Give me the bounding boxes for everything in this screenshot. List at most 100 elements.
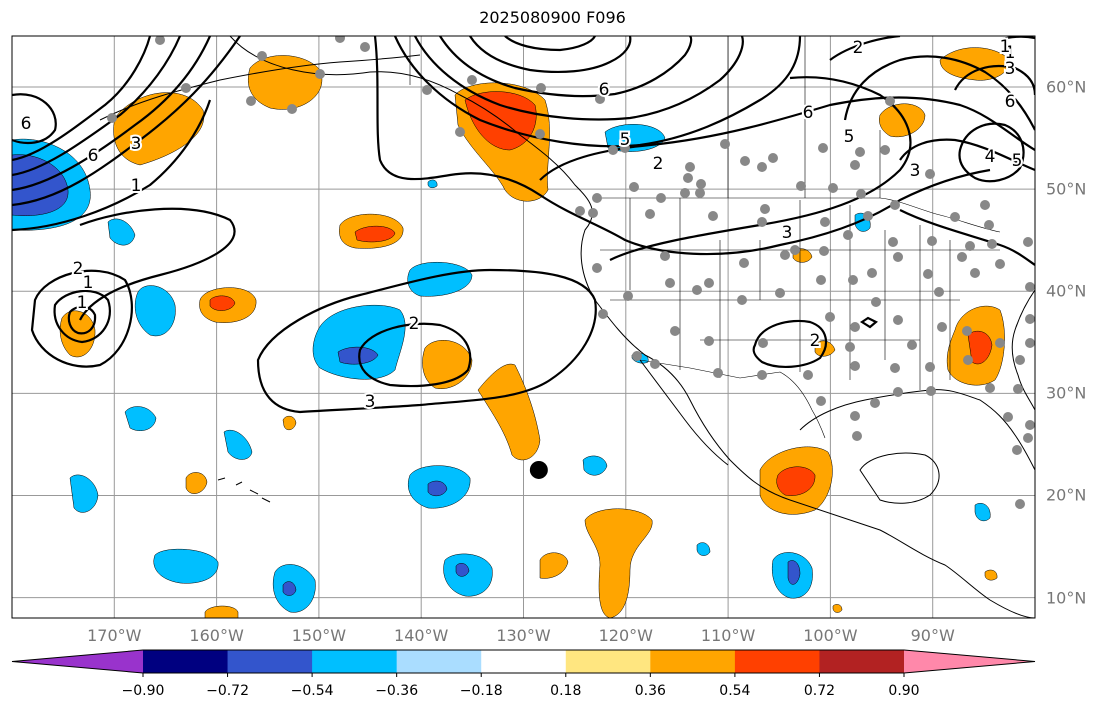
- station-dot: [980, 200, 990, 210]
- longitude-label: 100°W: [803, 626, 858, 645]
- blue-anomaly: [407, 261, 473, 297]
- orange-anomaly: [539, 552, 569, 579]
- station-dot: [455, 127, 465, 137]
- orange-anomaly: [939, 47, 1011, 81]
- north-america-coast: [229, 36, 1035, 618]
- station-dot: [845, 342, 855, 352]
- station-dot: [863, 211, 873, 221]
- red-anomaly: [967, 330, 993, 365]
- station-dot: [360, 42, 370, 52]
- station-dot: [757, 162, 767, 172]
- contour-label: 5: [844, 127, 855, 147]
- contour-line: [469, 36, 632, 74]
- station-dot: [848, 275, 858, 285]
- figure-title: 2025080900 F096: [479, 8, 626, 27]
- station-dot: [592, 263, 602, 273]
- station-dot: [987, 239, 997, 249]
- red-anomaly: [464, 91, 537, 151]
- station-dot: [828, 183, 838, 193]
- contour-label: 6: [599, 80, 610, 100]
- station-dot: [855, 147, 865, 157]
- station-markers: [107, 36, 1035, 509]
- station-dot: [893, 315, 903, 325]
- colorbar-segment: [481, 650, 567, 673]
- station-dot: [907, 340, 917, 350]
- station-dot: [704, 336, 714, 346]
- station-dot: [850, 411, 860, 421]
- dark-blue-anomaly: [282, 581, 297, 596]
- contour-label: 6: [1005, 92, 1016, 112]
- station-dot: [632, 351, 642, 361]
- colorbar-tick-label: −0.54: [290, 683, 334, 699]
- longitude-label: 140°W: [394, 626, 449, 645]
- station-dot: [740, 156, 750, 166]
- station-dot: [598, 309, 608, 319]
- contour-line: [393, 36, 802, 148]
- contour-line: [12, 36, 182, 177]
- longitude-label: 120°W: [598, 626, 653, 645]
- dark-blue-anomaly: [337, 346, 379, 365]
- colorbar-tick-label: −0.72: [206, 683, 249, 699]
- colorbar-tick-label: 0.72: [803, 683, 836, 699]
- contour-line: [829, 36, 901, 61]
- yucatan-coast: [859, 452, 940, 504]
- station-dot: [893, 252, 903, 262]
- station-dot: [925, 362, 935, 372]
- station-dot: [287, 104, 297, 114]
- station-dot: [803, 370, 813, 380]
- blue-anomaly: [134, 285, 176, 337]
- colorbar-segment: [143, 650, 229, 673]
- red-anomaly: [209, 295, 236, 311]
- station-dot: [595, 94, 605, 104]
- station-dot: [850, 322, 860, 332]
- station-dot: [870, 398, 880, 408]
- station-dot: [536, 83, 546, 93]
- alaska-coast: [99, 54, 421, 121]
- contour-label: 2: [853, 38, 864, 58]
- contour-line: [12, 36, 241, 207]
- station-dot: [656, 193, 666, 203]
- station-dot: [867, 268, 877, 278]
- station-dot: [1023, 237, 1033, 247]
- station-dot: [1023, 433, 1033, 443]
- map-border: [11, 35, 1036, 619]
- station-dot: [890, 200, 900, 210]
- contour-label: 5: [620, 130, 631, 150]
- colorbar-tick-label: 0.90: [888, 683, 920, 699]
- contour-line: [12, 93, 57, 145]
- contour-line: [30, 269, 133, 368]
- station-dot: [957, 252, 967, 262]
- contour-line: [859, 316, 878, 329]
- station-dot: [985, 383, 995, 393]
- station-dot: [181, 83, 191, 93]
- station-dot: [535, 129, 545, 139]
- contour-label: 2: [73, 259, 84, 279]
- station-dot: [592, 193, 602, 203]
- orange-anomaly: [185, 472, 208, 494]
- contour-line: [12, 36, 212, 192]
- station-dot: [335, 36, 345, 43]
- station-dot: [780, 250, 790, 260]
- station-dot: [692, 285, 702, 295]
- contour-line: [12, 36, 152, 162]
- station-dot: [856, 189, 866, 199]
- latitude-label: 40°N: [1046, 281, 1087, 301]
- station-dot: [923, 269, 933, 279]
- station-dot: [713, 368, 723, 378]
- blue-anomaly: [582, 455, 608, 476]
- longitude-label: 110°W: [700, 626, 756, 645]
- station-dot: [850, 361, 860, 371]
- station-dot: [816, 396, 826, 406]
- station-dot: [467, 75, 477, 85]
- station-dot: [950, 212, 960, 222]
- contour-label: 3: [131, 134, 142, 154]
- station-dot: [760, 204, 770, 214]
- gulf-coast: [799, 389, 1035, 471]
- station-dot: [934, 287, 944, 297]
- coastlines: [99, 36, 1035, 618]
- dark-blue-anomaly: [455, 563, 470, 577]
- colorbar-tick-label: 0.18: [550, 683, 582, 699]
- station-dot: [888, 237, 898, 247]
- contour-label: 2: [810, 331, 821, 351]
